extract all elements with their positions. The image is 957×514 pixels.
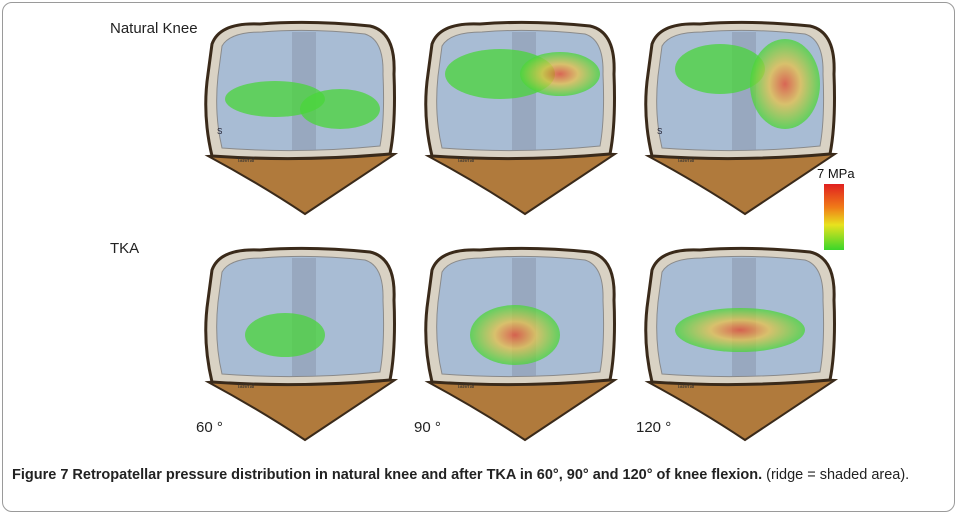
lateral-marker: lateral <box>678 158 694 164</box>
patella-bone-shape <box>424 376 619 442</box>
pressure-region <box>245 313 325 357</box>
lateral-marker: lateral <box>458 158 474 164</box>
patella-bone-shape <box>204 150 399 216</box>
lateral-marker: lateral <box>458 384 474 390</box>
patella-bone-shape <box>644 150 839 216</box>
caption-rest: (ridge = shaded area). <box>766 467 910 483</box>
patella-bone-shape <box>644 376 839 442</box>
pressure-region <box>675 44 765 94</box>
figure-caption: Figure 7 Retropatellar pressure distribu… <box>12 464 942 486</box>
row-label-tka: TKA <box>110 240 140 257</box>
angle-label-90: 90 ° <box>414 419 441 436</box>
pressure-region <box>300 89 380 129</box>
pressure-region <box>750 39 820 129</box>
pressure-map-tka-60: lateral <box>200 240 400 445</box>
lateral-marker: lateral <box>238 384 254 390</box>
color-scale-bar <box>824 184 844 250</box>
side-marker: S <box>217 127 222 136</box>
pressure-map-tka-120: lateral <box>640 240 840 445</box>
patella-bone-shape <box>204 376 399 442</box>
pressure-region <box>520 52 600 96</box>
pressure-map-natural-60: lateral S <box>200 14 400 219</box>
row-label-natural-knee: Natural Knee <box>110 20 198 37</box>
pressure-region <box>675 308 805 352</box>
color-scale-max-label: 7 MPa <box>817 166 855 181</box>
lateral-marker: lateral <box>238 158 254 164</box>
pressure-region <box>225 81 325 117</box>
angle-label-120: 120 ° <box>636 419 672 436</box>
angle-label-60: 60 ° <box>196 419 223 436</box>
lateral-marker: lateral <box>678 384 694 390</box>
pressure-region <box>470 305 560 365</box>
pressure-map-natural-90: lateral <box>420 14 620 219</box>
patella-bone-shape <box>424 150 619 216</box>
caption-lead: Figure 7 Retropatellar pressure distribu… <box>12 467 763 483</box>
pressure-map-tka-90: lateral <box>420 240 620 445</box>
pressure-map-natural-120: lateral S <box>640 14 840 219</box>
side-marker: S <box>657 127 662 136</box>
